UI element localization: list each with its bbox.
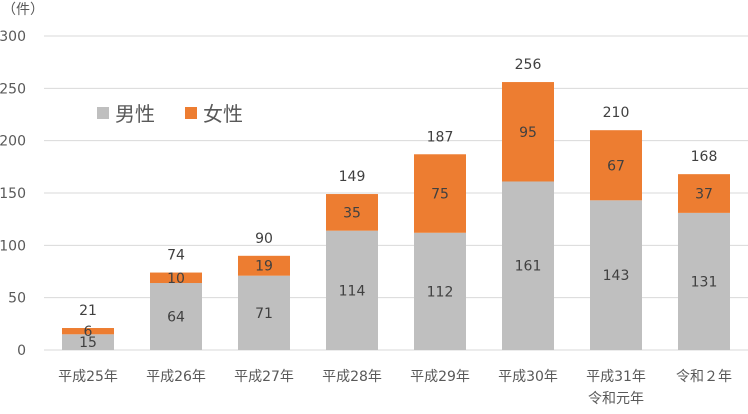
- data-label-female: 67: [607, 158, 625, 174]
- legend-swatch-male: [97, 107, 109, 119]
- bars: [62, 82, 730, 350]
- gridlines: [44, 35, 748, 351]
- y-tick-label: 50: [8, 291, 26, 307]
- legend-label-male: 男性: [115, 102, 155, 126]
- x-category-label: 令和２年: [676, 369, 732, 385]
- y-tick-label: 300: [0, 29, 26, 45]
- bar-segment-male: [414, 232, 466, 350]
- data-label-male: 131: [691, 274, 718, 290]
- data-label-male: 112: [427, 284, 454, 300]
- bar-segment-female: [326, 194, 378, 231]
- y-axis-ticks: 0 50 100 150 200 250 300: [0, 29, 26, 359]
- data-label-female: 10: [167, 271, 185, 287]
- x-category-label: 平成27年: [234, 369, 294, 385]
- total-label: 21: [79, 303, 97, 319]
- data-label-female: 6: [84, 324, 93, 340]
- bar-segment-male: [238, 275, 290, 350]
- data-label-female: 37: [695, 187, 713, 203]
- data-label-female: 35: [343, 205, 361, 221]
- data-label-female: 95: [519, 125, 537, 141]
- bar-segment-male: [326, 230, 378, 350]
- x-category-label: 令和元年: [588, 391, 644, 407]
- bar-segment-male: [62, 334, 114, 350]
- total-label: 210: [603, 105, 630, 121]
- data-label-female: 75: [431, 187, 449, 203]
- bar-segment-male: [678, 212, 730, 350]
- bar-segment-female: [238, 255, 290, 276]
- x-category-label: 平成28年: [322, 369, 382, 385]
- data-labels: 156 21 64 10 74 71 19 90 114 35 149 112 75 187 161 95 25…: [79, 57, 717, 351]
- total-label: 168: [691, 149, 718, 165]
- data-label-male: 15: [79, 335, 97, 351]
- x-category-label: 平成26年: [146, 369, 206, 385]
- bar-segment-female: [590, 130, 642, 201]
- bar-segment-female: [502, 82, 554, 182]
- total-label: 74: [167, 248, 185, 264]
- legend: 男性 女性: [97, 102, 243, 126]
- x-category-label: 平成29年: [410, 369, 470, 385]
- y-tick-label: 150: [0, 186, 26, 202]
- total-label: 187: [427, 129, 454, 145]
- y-tick-label: 0: [17, 343, 26, 359]
- data-label-female: 19: [255, 259, 273, 275]
- data-label-male: 64: [167, 310, 185, 326]
- x-category-label: 平成31年: [586, 369, 646, 385]
- data-label-male: 143: [603, 268, 630, 284]
- x-category-label: 平成30年: [498, 369, 558, 385]
- data-label-male: 71: [255, 306, 273, 322]
- total-label: 149: [339, 169, 366, 185]
- y-tick-label: 100: [0, 238, 26, 254]
- y-tick-label: 200: [0, 134, 26, 150]
- total-label: 256: [515, 57, 542, 73]
- data-label-male: 114: [339, 283, 366, 299]
- bar-segment-male: [150, 283, 202, 350]
- legend-swatch-female: [185, 107, 197, 119]
- x-category-label: 平成25年: [58, 369, 118, 385]
- bar-segment-female: [678, 174, 730, 213]
- bar-segment-male: [590, 200, 642, 350]
- total-label: 90: [255, 231, 273, 247]
- y-tick-label: 250: [0, 81, 26, 97]
- legend-label-female: 女性: [203, 102, 243, 126]
- bar-segment-female: [62, 328, 114, 335]
- bar-segment-female: [150, 272, 202, 284]
- bar-segment-female: [414, 154, 466, 233]
- data-label-male: 161: [515, 259, 542, 275]
- bar-segment-male: [502, 181, 554, 350]
- y-axis-unit-label: （件）: [2, 2, 44, 18]
